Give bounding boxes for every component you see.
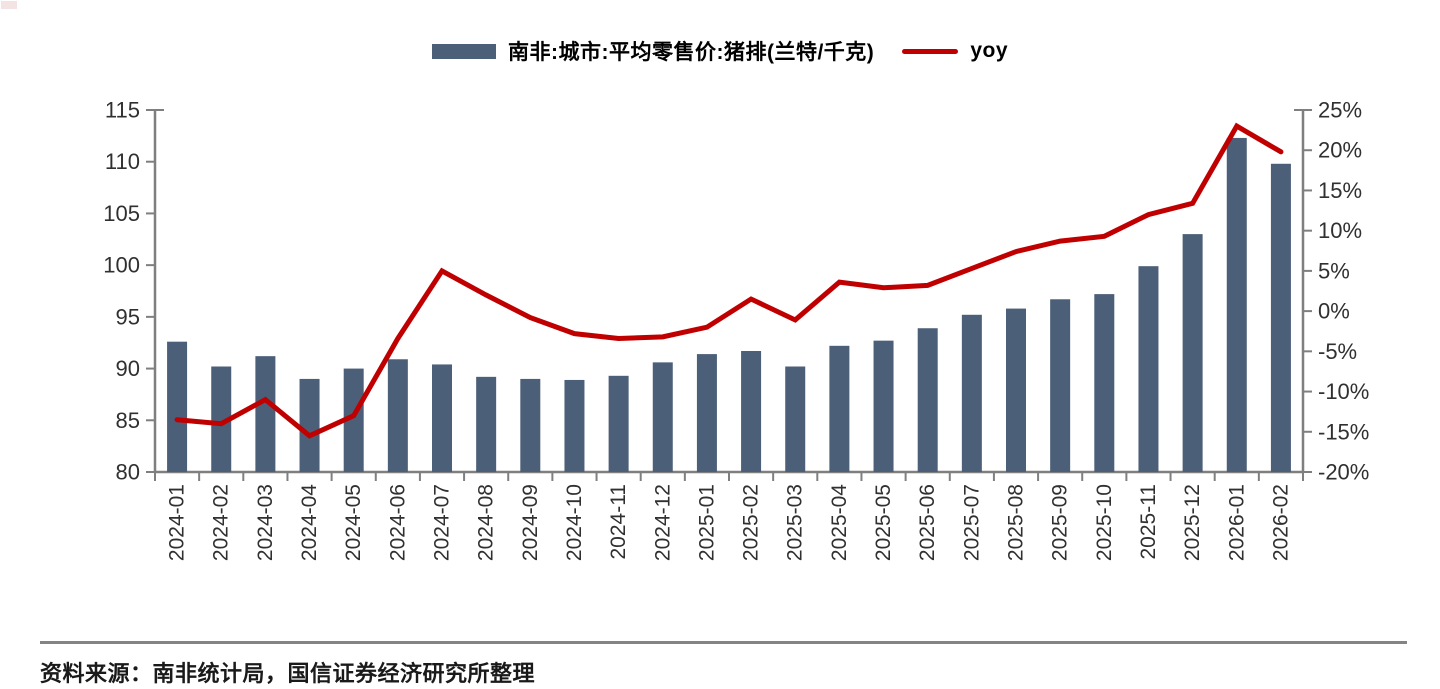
bar-2024-12	[652, 362, 673, 472]
price-yoy-chart: 115 110 105 100 95 90 85 80 25% 20% 15% 10% 5% 0% -5% -…	[103, 98, 1369, 562]
bar-2024-03	[255, 356, 276, 472]
x-axis-tick-label: 2024-01	[166, 484, 189, 561]
bar-2024-01	[167, 341, 188, 472]
bar-2024-08	[476, 376, 497, 472]
bar-2025-11	[1138, 266, 1159, 472]
bar-2026-01	[1226, 137, 1247, 472]
x-axis-tick-label: 2024-02	[210, 484, 233, 561]
left-axis-tick-label: 80	[116, 460, 140, 485]
bar-2025-07	[961, 314, 982, 472]
bar-2024-07	[432, 364, 452, 472]
x-axis-tick-label: 2025-12	[1181, 484, 1204, 561]
price-bars	[167, 137, 1291, 473]
right-axis-tick-label: 20%	[1318, 138, 1362, 163]
left-axis-tick-label: 95	[116, 304, 140, 329]
x-axis-tick-label: 2024-08	[475, 484, 498, 561]
chart-legend: 南非:城市:平均零售价:猪排(兰特/千克) yoy	[0, 36, 1440, 66]
x-axis-tick-label: 2025-06	[916, 484, 939, 561]
x-axis-tick-label: 2025-01	[695, 484, 718, 561]
bar-2024-10	[564, 379, 585, 472]
right-axis-tick-label: 25%	[1318, 98, 1362, 123]
x-axis-tick-label: 2026-01	[1225, 484, 1248, 561]
x-axis-tick-label: 2025-05	[872, 484, 895, 561]
bar-2026-02	[1270, 163, 1291, 473]
bar-series-label: 南非:城市:平均零售价:猪排(兰特/千克)	[508, 41, 875, 64]
right-axis-tick-label: 15%	[1318, 178, 1362, 203]
x-axis-tick-label: 2024-04	[298, 484, 321, 561]
bar-2024-06	[387, 359, 408, 472]
x-axis-tick-label: 2025-10	[1093, 484, 1116, 561]
corner-artifact	[1, 1, 17, 9]
x-axis-tick-label: 2024-12	[651, 484, 674, 561]
x-axis-tick-label: 2025-04	[828, 484, 851, 561]
x-axis-labels: 2024-01 2024-02 2024-03 2024-04 2024-05 2024-…	[166, 484, 1293, 561]
right-axis-tick-label: -15%	[1318, 419, 1369, 444]
right-axis: 25% 20% 15% 10% 5% 0% -5% -10% -15% -20%	[1294, 98, 1369, 485]
bar-2025-02	[741, 350, 762, 472]
left-axis-tick-label: 90	[116, 356, 140, 381]
bar-2025-08	[1006, 308, 1026, 472]
left-axis-tick-label: 85	[116, 408, 140, 433]
x-axis-tick-label: 2024-09	[519, 484, 542, 561]
footer-divider	[40, 641, 1407, 644]
right-axis-tick-label: 0%	[1318, 299, 1350, 324]
x-axis-tick-label: 2025-09	[1049, 484, 1072, 561]
bar-2024-09	[520, 378, 541, 472]
x-axis	[154, 470, 1304, 481]
yoy-line	[174, 122, 1284, 439]
line-series-label: yoy	[970, 39, 1008, 62]
left-axis-tick-label: 105	[103, 201, 140, 226]
right-axis-tick-label: -5%	[1318, 339, 1357, 364]
x-axis-tick-label: 2024-06	[386, 484, 409, 561]
bar-series-swatch-icon	[432, 43, 496, 59]
left-axis-tick-label: 100	[103, 253, 140, 278]
right-axis-tick-label: -10%	[1318, 379, 1369, 404]
x-axis-tick-label: 2025-02	[740, 484, 763, 561]
x-axis-tick-label: 2024-07	[431, 484, 454, 561]
line-series-swatch-icon	[902, 48, 959, 54]
right-axis-tick-label: 5%	[1318, 258, 1350, 283]
bar-2025-12	[1182, 234, 1203, 472]
x-axis-tick-label: 2025-03	[784, 484, 807, 561]
bar-2024-11	[608, 375, 629, 472]
x-axis-tick-label: 2025-08	[1005, 484, 1028, 561]
left-axis: 115 110 105 100 95 90 85 80	[103, 98, 164, 485]
right-axis-tick-label: -20%	[1318, 460, 1369, 485]
bar-2025-10	[1094, 294, 1115, 472]
bar-2024-04	[299, 378, 320, 472]
left-axis-tick-label: 110	[105, 149, 140, 174]
right-axis-tick-label: 10%	[1318, 218, 1362, 243]
left-axis-tick-label: 115	[105, 98, 140, 123]
x-axis-tick-label: 2026-02	[1269, 484, 1292, 561]
source-note: 资料来源：南非统计局，国信证券经济研究所整理	[40, 661, 536, 686]
x-axis-tick-label: 2024-11	[607, 484, 630, 560]
bar-2025-09	[1050, 299, 1071, 472]
bar-2025-04	[829, 345, 850, 472]
bar-2025-05	[873, 340, 894, 472]
x-axis-tick-label: 2024-05	[342, 484, 365, 561]
x-axis-tick-label: 2024-03	[254, 484, 277, 561]
x-axis-tick-label: 2025-11	[1137, 484, 1160, 560]
bar-2025-06	[917, 328, 938, 472]
bar-2025-01	[696, 354, 717, 472]
x-axis-tick-label: 2024-10	[563, 484, 586, 561]
x-axis-tick-label: 2025-07	[960, 484, 983, 561]
bar-2025-03	[785, 366, 806, 472]
bar-2024-05	[343, 368, 364, 472]
bar-2024-02	[211, 366, 232, 472]
